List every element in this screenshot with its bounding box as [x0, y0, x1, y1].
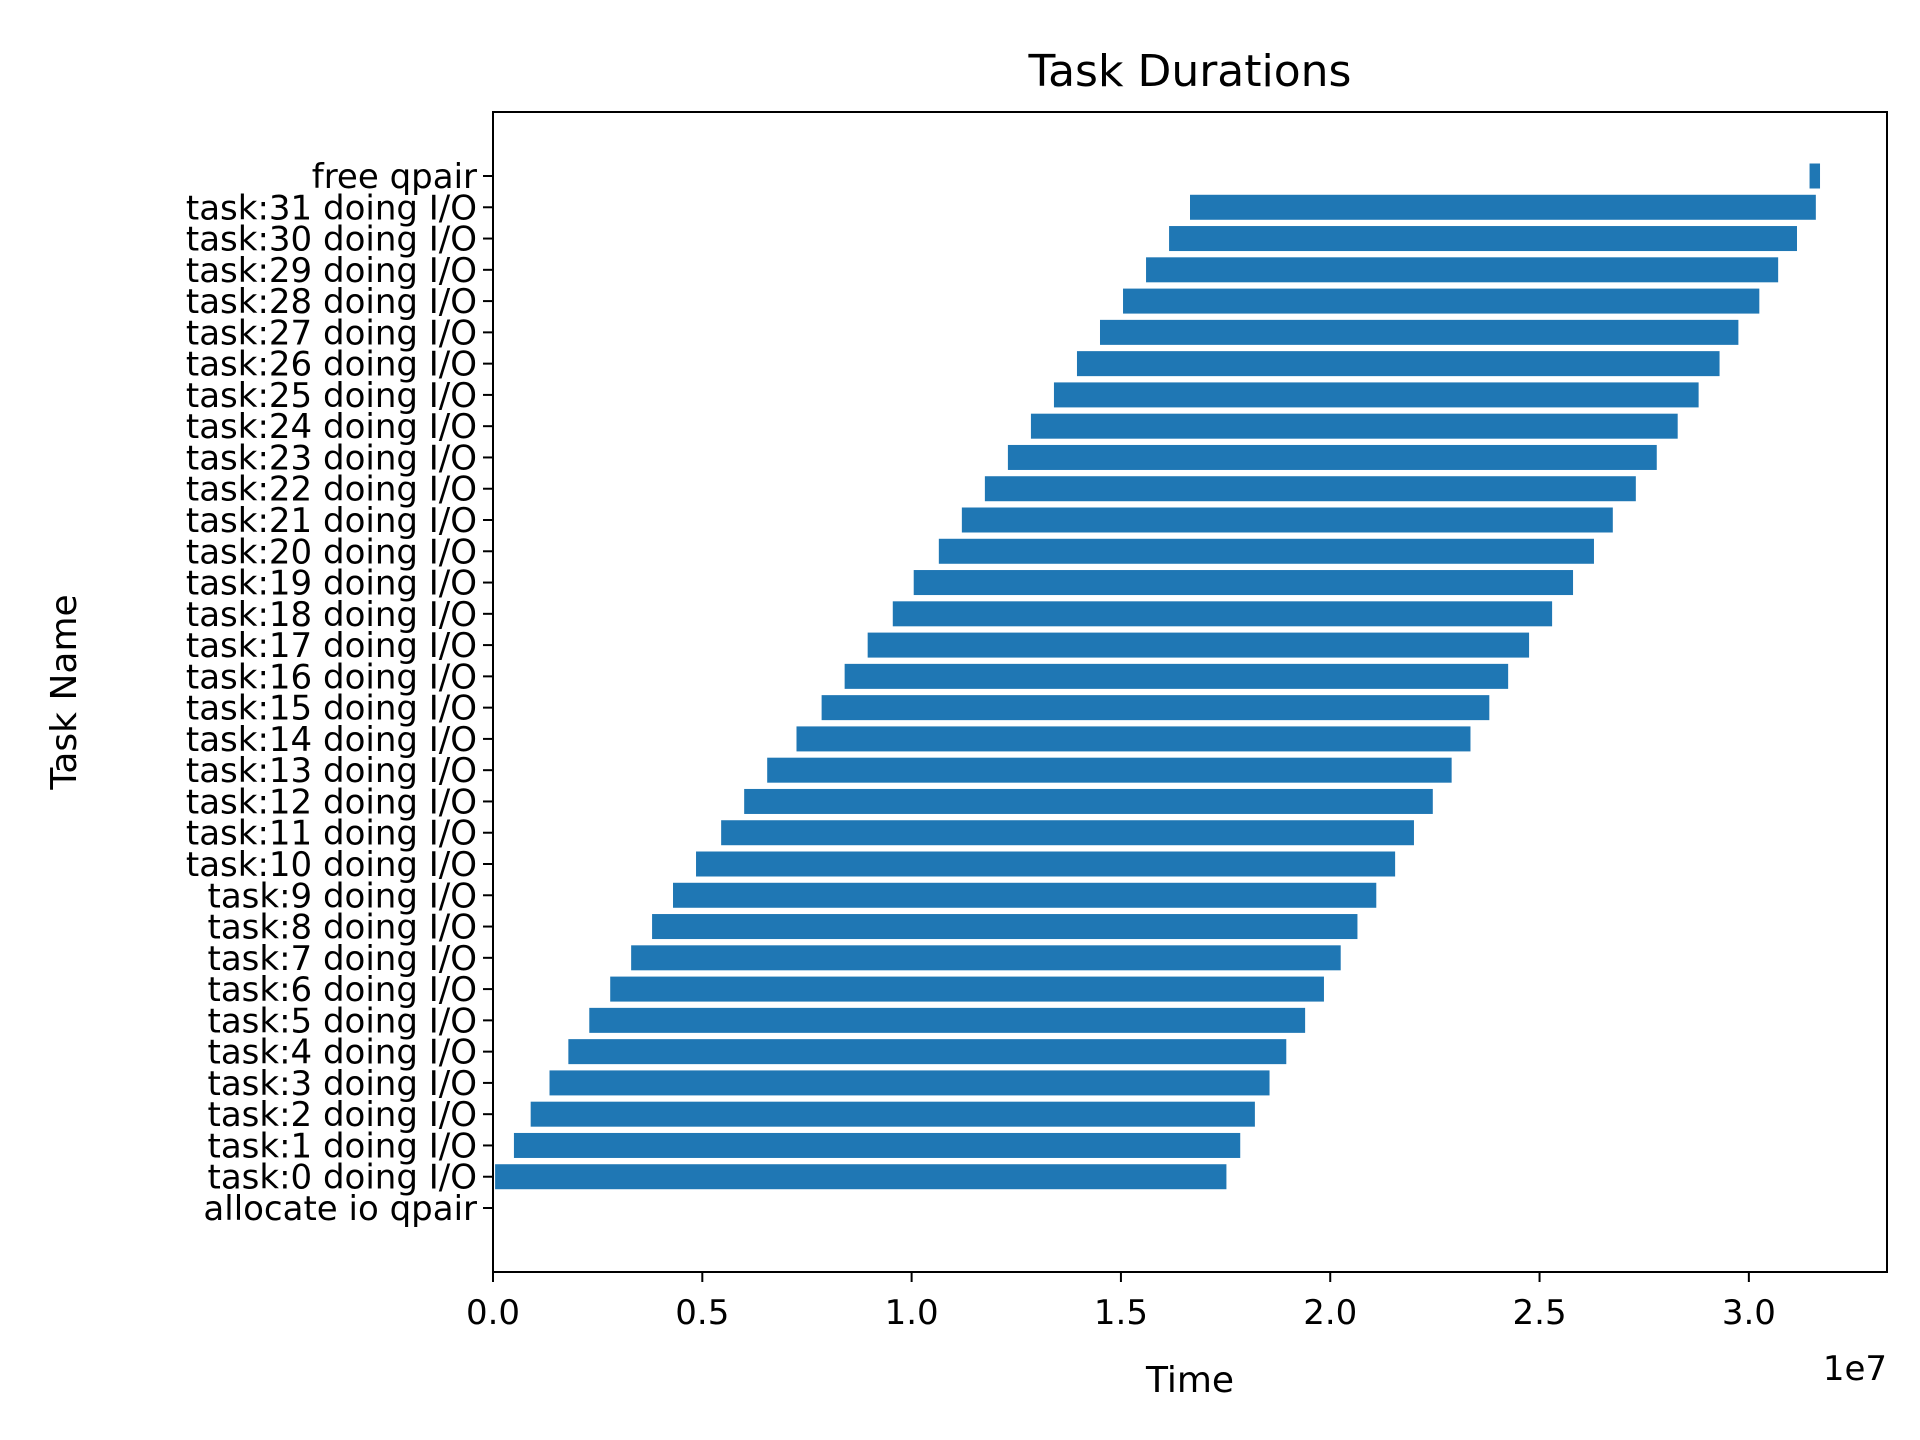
y-tick-label: task:7 doing I/O	[208, 939, 477, 979]
bar-task-10-doing-i-o	[696, 851, 1396, 877]
plot-frame	[492, 111, 1888, 1273]
y-tick-label: task:5 doing I/O	[208, 1001, 477, 1041]
bar-task-25-doing-i-o	[1053, 382, 1699, 408]
y-tick-label: task:6 doing I/O	[208, 970, 477, 1010]
bar-task-11-doing-i-o	[721, 820, 1414, 846]
bar-task-19-doing-i-o	[913, 570, 1574, 596]
y-tick-label: task:22 doing I/O	[186, 470, 477, 510]
y-tick-label: task:29 doing I/O	[186, 251, 477, 291]
y-tick-label: task:19 doing I/O	[186, 564, 477, 604]
bar-task-22-doing-i-o	[984, 476, 1636, 502]
y-tick-label: task:11 doing I/O	[186, 814, 477, 854]
y-tick-label: task:3 doing I/O	[208, 1064, 477, 1104]
x-tick-label: 1.5	[1094, 1293, 1148, 1333]
x-tick-label: 3.0	[1722, 1293, 1776, 1333]
y-tick-label: task:16 doing I/O	[186, 657, 477, 697]
bar-task-7-doing-i-o	[631, 945, 1341, 971]
x-tick-label: 0.0	[466, 1293, 520, 1333]
y-tick-label: task:26 doing I/O	[186, 345, 477, 385]
y-tick-label: task:20 doing I/O	[186, 532, 477, 572]
x-tick-label: 1.0	[885, 1293, 939, 1333]
bar-task-26-doing-i-o	[1076, 351, 1720, 377]
x-ticks-group: 0.0 0.5 1.0 1.5 2.0 2.5 3.0	[466, 1272, 1776, 1333]
bar-task-15-doing-i-o	[821, 695, 1490, 721]
bar-task-14-doing-i-o	[796, 726, 1471, 752]
y-tick-label: task:8 doing I/O	[208, 908, 477, 948]
y-tick-label: task:1 doing I/O	[208, 1126, 477, 1166]
bar-task-21-doing-i-o	[961, 507, 1613, 533]
bar-free-qpair	[1809, 163, 1821, 189]
y-tick-label: task:23 doing I/O	[186, 438, 477, 478]
bar-task-3-doing-i-o	[549, 1070, 1270, 1096]
y-tick-label: task:31 doing I/O	[186, 188, 477, 228]
bar-task-29-doing-i-o	[1146, 257, 1779, 283]
bar-task-5-doing-i-o	[589, 1007, 1306, 1033]
bar-task-18-doing-i-o	[892, 601, 1553, 627]
y-tick-label: task:28 doing I/O	[186, 282, 477, 322]
bar-task-16-doing-i-o	[844, 663, 1509, 689]
y-tick-label: task:12 doing I/O	[186, 782, 477, 822]
y-tick-label: task:4 doing I/O	[208, 1033, 477, 1073]
y-tick-label: task:0 doing I/O	[208, 1158, 477, 1198]
y-tick-label: task:14 doing I/O	[186, 720, 477, 760]
y-tick-label: task:24 doing I/O	[186, 407, 477, 447]
y-axis-label: Task Name	[44, 594, 85, 790]
bar-task-13-doing-i-o	[767, 757, 1452, 783]
bar-task-9-doing-i-o	[673, 882, 1377, 908]
y-tick-label: task:2 doing I/O	[208, 1095, 477, 1135]
x-tick-label: 2.5	[1513, 1293, 1567, 1333]
y-tick-label: free qpair	[312, 157, 477, 197]
y-tick-label: task:27 doing I/O	[186, 313, 477, 353]
y-tick-label: task:18 doing I/O	[186, 595, 477, 635]
bar-task-0-doing-i-o	[495, 1164, 1227, 1190]
x-axis-label: Time	[1145, 1360, 1234, 1401]
bar-task-28-doing-i-o	[1123, 288, 1760, 314]
x-tick-label: 0.5	[675, 1293, 729, 1333]
y-tick-label: task:10 doing I/O	[186, 845, 477, 885]
bar-task-30-doing-i-o	[1169, 226, 1797, 252]
chart-title: Task Durations	[1028, 46, 1352, 97]
y-tick-label: task:15 doing I/O	[186, 689, 477, 729]
x-axis-scale-label: 1e7	[1823, 1349, 1887, 1389]
bar-task-12-doing-i-o	[744, 788, 1433, 814]
bar-task-27-doing-i-o	[1099, 319, 1739, 345]
bar-task-1-doing-i-o	[513, 1132, 1241, 1158]
bar-task-20-doing-i-o	[938, 538, 1594, 564]
bar-task-8-doing-i-o	[652, 914, 1358, 940]
bar-task-6-doing-i-o	[610, 976, 1324, 1002]
y-tick-label: task:30 doing I/O	[186, 220, 477, 260]
bar-task-4-doing-i-o	[568, 1039, 1287, 1065]
bar-task-17-doing-i-o	[867, 632, 1530, 658]
y-tick-label: task:9 doing I/O	[208, 876, 477, 916]
y-tick-label: task:21 doing I/O	[186, 501, 477, 541]
y-tick-label: task:17 doing I/O	[186, 626, 477, 666]
y-tick-label: allocate io qpair	[203, 1189, 477, 1229]
bar-task-23-doing-i-o	[1007, 444, 1657, 470]
y-tick-label: task:25 doing I/O	[186, 376, 477, 416]
bars-group	[493, 163, 1821, 1221]
x-tick-label: 2.0	[1303, 1293, 1357, 1333]
bar-task-24-doing-i-o	[1030, 413, 1678, 439]
y-tick-label: task:13 doing I/O	[186, 751, 477, 791]
bar-task-31-doing-i-o	[1190, 194, 1816, 220]
bar-task-2-doing-i-o	[530, 1101, 1255, 1127]
